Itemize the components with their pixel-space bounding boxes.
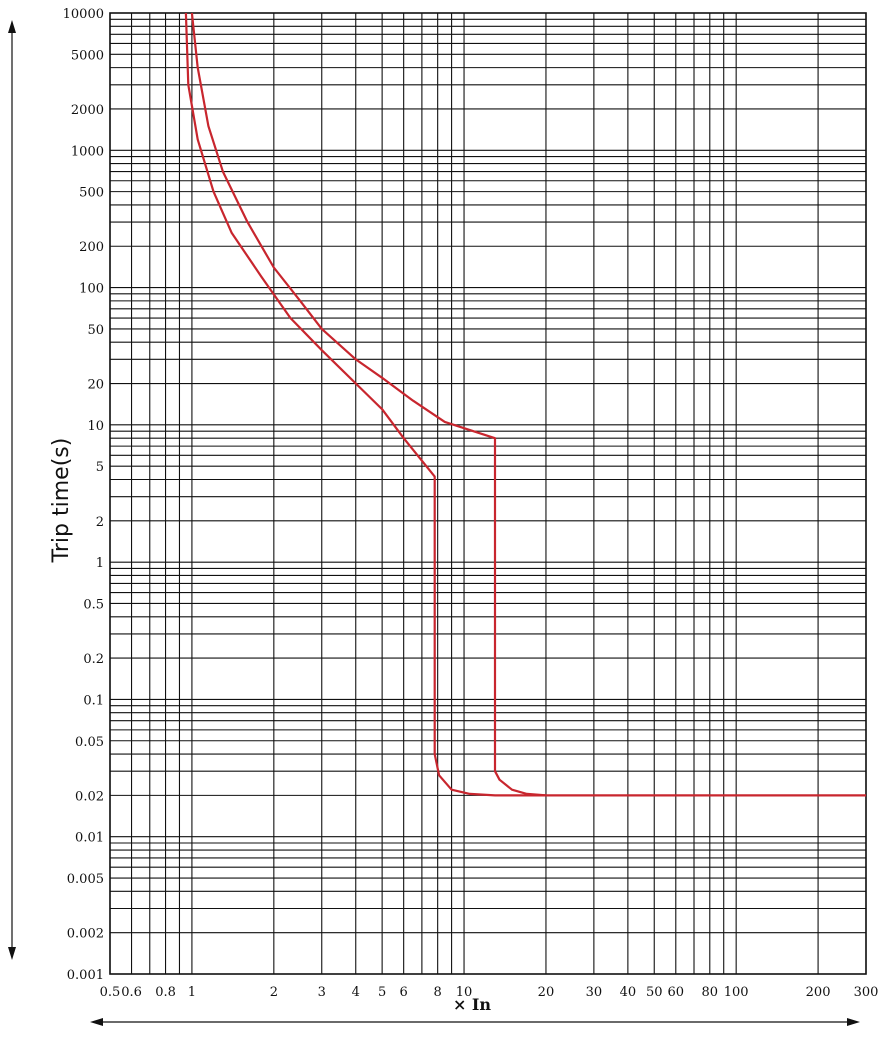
y-tick-label: 0.02	[75, 789, 104, 804]
x-tick-labels: 0.5 0.6 0.8 1 2 3 4 5 6 8 10 20 30 40 50 60 80 100 200 300	[100, 985, 879, 1000]
y-tick-label: 0.01	[75, 831, 104, 846]
y-tick-label: 0.002	[67, 927, 104, 942]
trip-curve-lower	[184, 12, 546, 797]
y-axis-arrow	[8, 20, 16, 960]
x-tick-label: 50	[646, 985, 663, 1000]
x-tick-label: 80	[702, 985, 719, 1000]
x-tick-label: 20	[538, 985, 555, 1000]
x-tick-label: 8	[434, 985, 442, 1000]
x-tick-label: 10	[456, 985, 473, 1000]
grid-lines	[109, 12, 867, 975]
y-tick-label: 0.1	[83, 693, 104, 708]
x-tick-label: 200	[806, 985, 831, 1000]
trip-curve-upper	[190, 12, 866, 797]
x-axis-arrow	[90, 1018, 860, 1026]
trip-curves	[184, 12, 866, 797]
y-tick-labels: 10000 5000 2000 1000 500 200 100 50 20 10 5 2 1 0.5 0.…	[63, 7, 104, 983]
x-axis-label: × In	[453, 995, 491, 1014]
y-tick-label: 0.2	[83, 652, 104, 667]
y-tick-label: 0.05	[75, 735, 104, 750]
x-tick-label: 5	[378, 985, 386, 1000]
y-tick-label: 10000	[63, 7, 104, 22]
y-tick-label: 0.001	[67, 968, 104, 983]
x-tick-label: 60	[668, 985, 685, 1000]
x-tick-label: 6	[400, 985, 408, 1000]
y-tick-label: 2000	[71, 103, 104, 118]
y-axis-label: Trip time(s)	[49, 438, 74, 564]
x-tick-label: 0.5	[100, 985, 121, 1000]
x-tick-label: 0.8	[155, 985, 176, 1000]
y-tick-label: 10	[87, 419, 104, 434]
x-tick-label: 30	[586, 985, 603, 1000]
y-tick-label: 100	[79, 282, 104, 297]
y-tick-label: 200	[79, 240, 104, 255]
x-tick-label: 300	[854, 985, 879, 1000]
y-tick-label: 50	[87, 323, 104, 338]
x-tick-label: 40	[620, 985, 637, 1000]
y-tick-label: 500	[79, 186, 104, 201]
y-tick-label: 0.005	[67, 872, 104, 887]
plot-frame	[109, 12, 867, 975]
y-tick-label: 5000	[71, 48, 104, 63]
x-tick-label: 1	[188, 985, 196, 1000]
y-tick-label: 5	[96, 460, 104, 475]
y-tick-label: 0.5	[83, 597, 104, 612]
y-tick-label: 1000	[71, 144, 104, 159]
x-tick-label: 3	[318, 985, 326, 1000]
y-tick-label: 20	[87, 378, 104, 393]
x-tick-label: 4	[352, 985, 360, 1000]
x-tick-label: 100	[724, 985, 749, 1000]
x-tick-label: 2	[270, 985, 278, 1000]
y-tick-label: 2	[96, 515, 104, 530]
y-tick-label: 1	[96, 556, 104, 571]
x-tick-label: 0.6	[121, 985, 142, 1000]
